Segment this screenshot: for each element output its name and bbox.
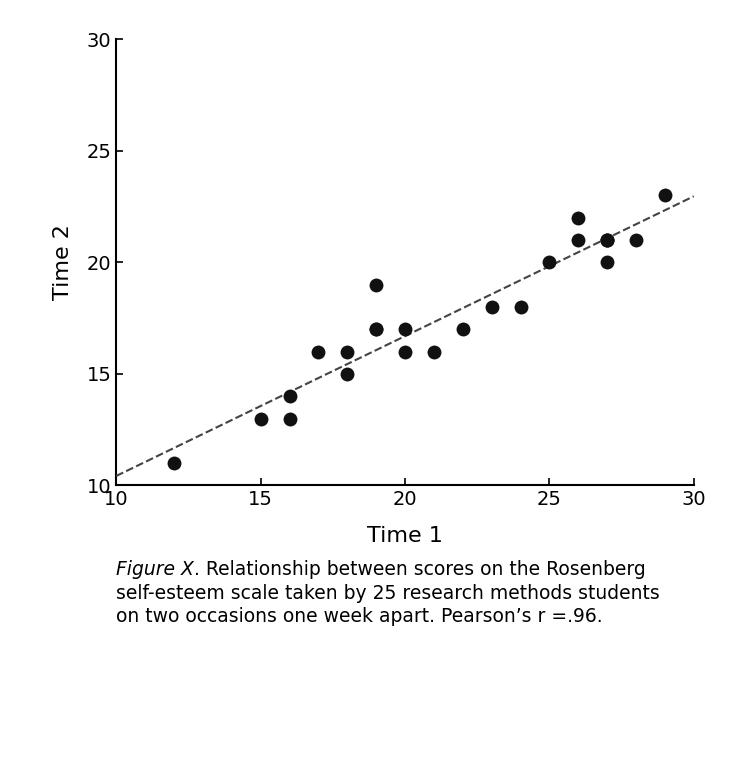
Point bbox=[514, 301, 526, 313]
Point bbox=[572, 211, 584, 224]
Point bbox=[254, 412, 267, 424]
Point bbox=[312, 345, 324, 358]
Point bbox=[284, 412, 296, 424]
Point bbox=[341, 345, 353, 358]
X-axis label: Time 1: Time 1 bbox=[367, 526, 443, 546]
Text: self-esteem scale taken by 25 research methods students: self-esteem scale taken by 25 research m… bbox=[116, 583, 660, 603]
Point bbox=[370, 323, 382, 335]
Point bbox=[341, 367, 353, 380]
Point bbox=[602, 256, 613, 269]
Point bbox=[658, 189, 670, 201]
Text: Figure X: Figure X bbox=[116, 560, 194, 579]
Y-axis label: Time 2: Time 2 bbox=[53, 225, 73, 300]
Point bbox=[168, 456, 180, 469]
Point bbox=[284, 390, 296, 402]
Point bbox=[602, 233, 613, 246]
Point bbox=[602, 233, 613, 246]
Point bbox=[427, 345, 439, 358]
Point bbox=[572, 233, 584, 246]
Point bbox=[602, 233, 613, 246]
Point bbox=[370, 323, 382, 335]
Point bbox=[399, 323, 411, 335]
Text: . Relationship between scores on the Rosenberg: . Relationship between scores on the Ros… bbox=[194, 560, 646, 579]
Point bbox=[370, 278, 382, 290]
Point bbox=[543, 256, 555, 269]
Point bbox=[457, 323, 469, 335]
Point bbox=[630, 233, 642, 246]
Text: on two occasions one week apart. Pearson’s r =.96.: on two occasions one week apart. Pearson… bbox=[116, 608, 603, 626]
Point bbox=[399, 345, 411, 358]
Point bbox=[486, 301, 498, 313]
